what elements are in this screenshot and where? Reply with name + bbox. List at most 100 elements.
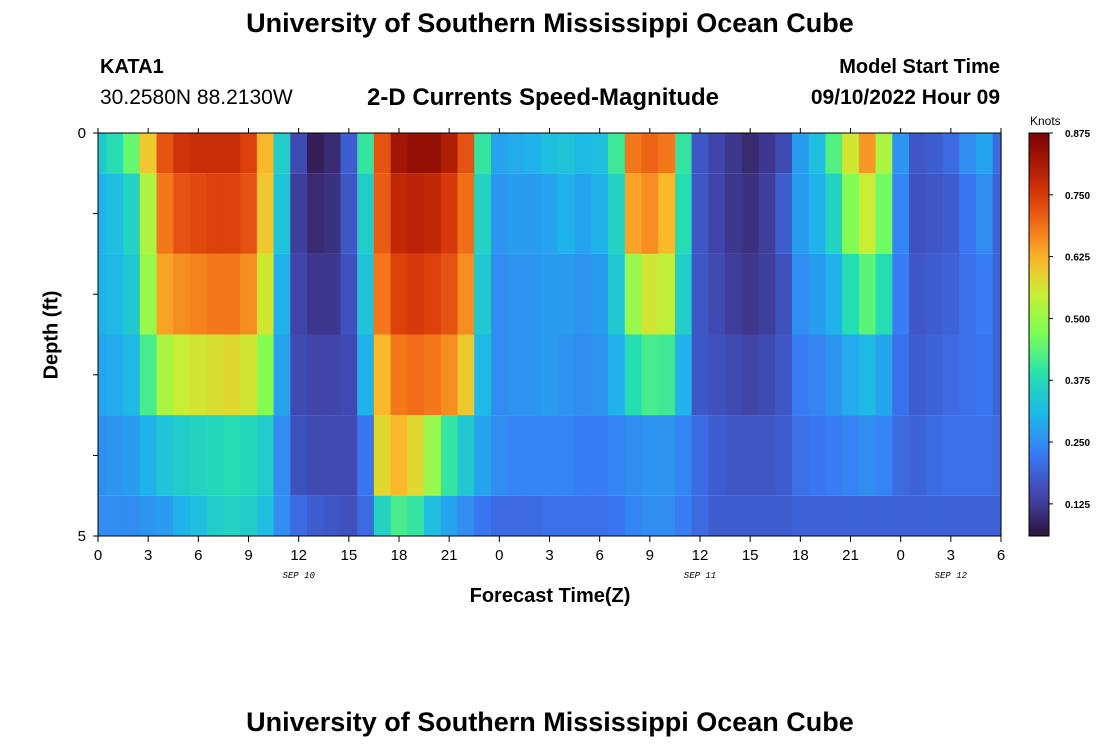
heatmap-cell — [975, 495, 994, 536]
y-tick-label: 5 — [78, 528, 86, 545]
heatmap-cell — [825, 495, 843, 536]
heatmap-cell — [98, 133, 107, 174]
heatmap-cell — [725, 415, 743, 496]
heatmap-cell — [541, 334, 559, 416]
heatmap-cell — [240, 334, 258, 416]
heatmap-cell — [323, 173, 342, 254]
heatmap-cell — [223, 334, 241, 416]
heatmap-cell — [457, 415, 475, 496]
heatmap-cell — [591, 415, 609, 496]
heatmap-cell — [373, 495, 392, 536]
heatmap-cell — [440, 133, 459, 174]
heatmap-cell — [474, 334, 492, 416]
heatmap-cell — [98, 173, 107, 254]
heatmap-cell — [624, 133, 643, 174]
heatmap-cell — [775, 415, 793, 496]
heatmap-cell — [959, 253, 977, 335]
heatmap-cell — [624, 173, 643, 254]
x-axis: 0 3 6 9 12 15 18 21 0 3 6 9 12 15 18 21 0 3 6 — [94, 128, 1005, 564]
heatmap-cell — [98, 334, 107, 416]
heatmap-cells — [98, 133, 1002, 536]
heatmap-cell — [106, 133, 124, 174]
heatmap-cell — [892, 334, 910, 416]
colorbar-unit-label: Knots — [1030, 114, 1061, 128]
heatmap-cell — [725, 495, 743, 536]
heatmap-cell — [808, 495, 827, 536]
heatmap-cell — [591, 133, 609, 174]
heatmap-cell — [290, 334, 308, 416]
heatmap-cell — [791, 495, 810, 536]
y-tick-label: 0 — [78, 125, 86, 142]
heatmap-cell — [273, 415, 291, 496]
heatmap-cell — [507, 253, 526, 335]
heatmap-cell — [992, 253, 1002, 335]
heatmap-cell — [139, 415, 158, 496]
heatmap-cell — [591, 495, 609, 536]
heatmap-cell — [925, 415, 944, 496]
heatmap-cell — [959, 415, 977, 496]
heatmap-cell — [524, 133, 542, 174]
heatmap-cell — [240, 495, 258, 536]
heatmap-cell — [106, 334, 124, 416]
heatmap-cell — [189, 133, 208, 174]
heatmap-cell — [323, 133, 342, 174]
heatmap-cell — [106, 415, 124, 496]
heatmap-cell — [741, 334, 760, 416]
heatmap-cell — [424, 173, 442, 254]
heatmap-cell — [641, 415, 659, 496]
heatmap-cell — [340, 415, 358, 496]
x-tick-label: 3 — [947, 547, 955, 564]
heatmap-cell — [942, 173, 960, 254]
heatmap-cell — [925, 173, 944, 254]
heatmap-cell — [909, 173, 927, 254]
heatmap-cell — [674, 133, 693, 174]
heatmap-cell — [189, 495, 208, 536]
heatmap-cell — [189, 415, 208, 496]
heatmap-cell — [474, 133, 492, 174]
heatmap-cell — [139, 133, 158, 174]
heatmap-cell — [156, 495, 174, 536]
heatmap-cell — [691, 253, 709, 335]
heatmap-cell — [641, 133, 659, 174]
heatmap-cell — [691, 415, 709, 496]
heatmap-cell — [106, 173, 124, 254]
x-tick-label: 6 — [194, 547, 202, 564]
heatmap-cell — [741, 173, 760, 254]
colorbar-tick-label: 0.875 — [1065, 129, 1090, 140]
heatmap-cell — [457, 133, 475, 174]
heatmap-cell — [574, 173, 592, 254]
heatmap-cell — [424, 495, 442, 536]
x-tick-label: 9 — [244, 547, 252, 564]
heatmap-cell — [842, 334, 860, 416]
heatmap-cell — [256, 133, 275, 174]
heatmap-cell — [875, 133, 893, 174]
heatmap-cell — [373, 173, 392, 254]
heatmap-cell — [791, 334, 810, 416]
heatmap-cell — [574, 495, 592, 536]
heatmap-cell — [123, 495, 141, 536]
heatmap-cell — [273, 133, 291, 174]
heatmap-cell — [457, 334, 475, 416]
heatmap-cell — [892, 495, 910, 536]
heatmap-cell — [608, 415, 626, 496]
heatmap-cell — [741, 133, 760, 174]
heatmap-cell — [98, 415, 107, 496]
heatmap-cell — [691, 173, 709, 254]
heatmap-cell — [323, 334, 342, 416]
heatmap-cell — [357, 415, 375, 496]
heatmap-cell — [307, 133, 325, 174]
heatmap-cell — [674, 334, 693, 416]
heatmap-cell — [307, 415, 325, 496]
heatmap-cell — [440, 173, 459, 254]
heatmap-cell — [123, 133, 141, 174]
x-tick-label: 12 — [290, 547, 307, 564]
heatmap-cell — [173, 334, 191, 416]
x-tick-label: 0 — [94, 547, 102, 564]
station-id: KATA1 — [100, 56, 164, 78]
heatmap-cell — [440, 415, 459, 496]
heatmap-cell — [858, 133, 877, 174]
heatmap-cell — [842, 415, 860, 496]
heatmap-cell — [658, 334, 676, 416]
heatmap-cell — [691, 334, 709, 416]
heatmap-cell — [574, 334, 592, 416]
